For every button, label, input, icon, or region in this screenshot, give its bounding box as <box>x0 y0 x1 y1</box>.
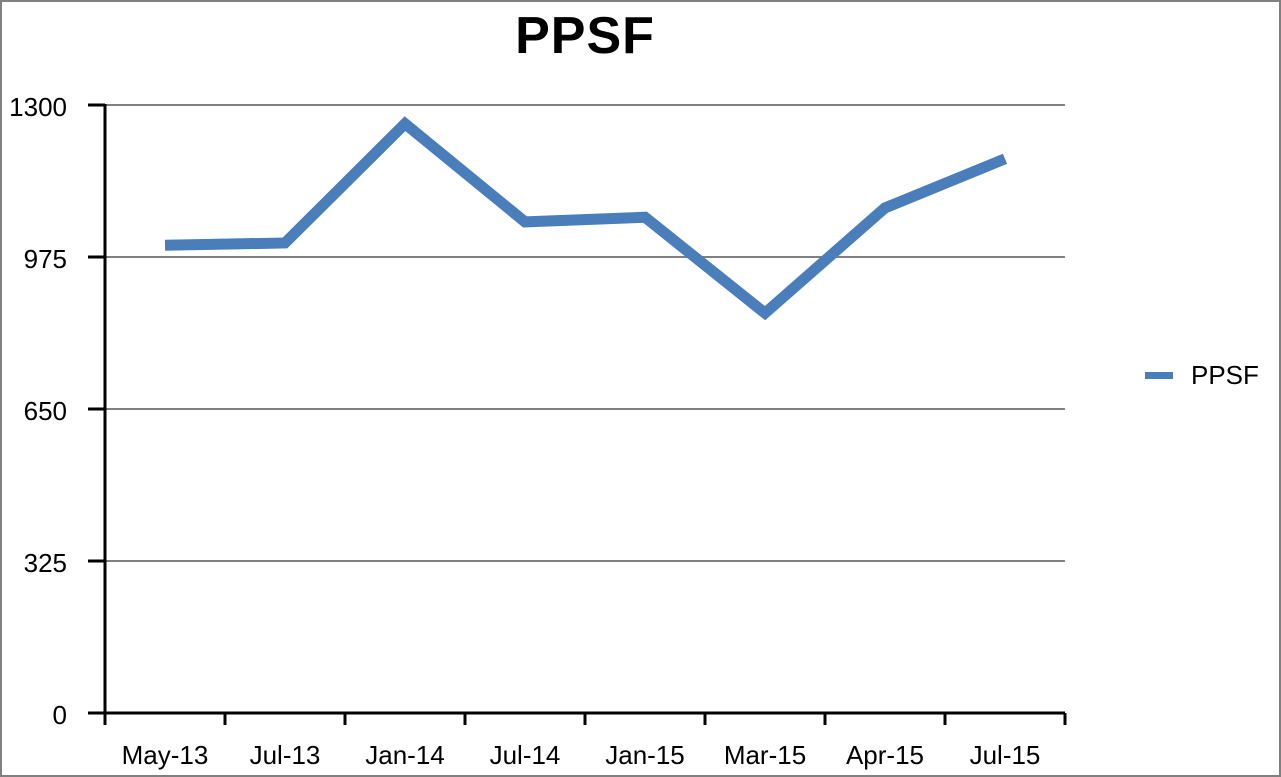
x-axis-category-label: Apr-15 <box>845 740 925 770</box>
x-axis-category-label: May-13 <box>121 740 209 770</box>
legend-label: PPSF <box>1191 360 1259 390</box>
x-axis-category-label: Jul-13 <box>249 740 321 770</box>
legend: PPSF <box>1145 361 1259 389</box>
x-axis-category-label: Jul-14 <box>489 740 561 770</box>
y-axis-tick-label: 1300 <box>9 92 67 122</box>
x-axis-category-label: Mar-15 <box>723 740 807 770</box>
legend-line-swatch <box>1145 371 1173 379</box>
x-axis-category-label: Jul-15 <box>969 740 1041 770</box>
chart-title: PPSF <box>515 7 655 65</box>
y-axis-tick-label: 975 <box>23 244 67 274</box>
y-axis-tick-label: 0 <box>52 700 67 730</box>
y-axis-tick-label: 650 <box>23 396 67 426</box>
x-axis-category-label: Jan-14 <box>365 740 445 770</box>
ppsf-line-series <box>164 116 1008 321</box>
x-axis-category-label: Jan-15 <box>605 740 685 770</box>
y-axis-tick-label: 325 <box>23 548 67 578</box>
